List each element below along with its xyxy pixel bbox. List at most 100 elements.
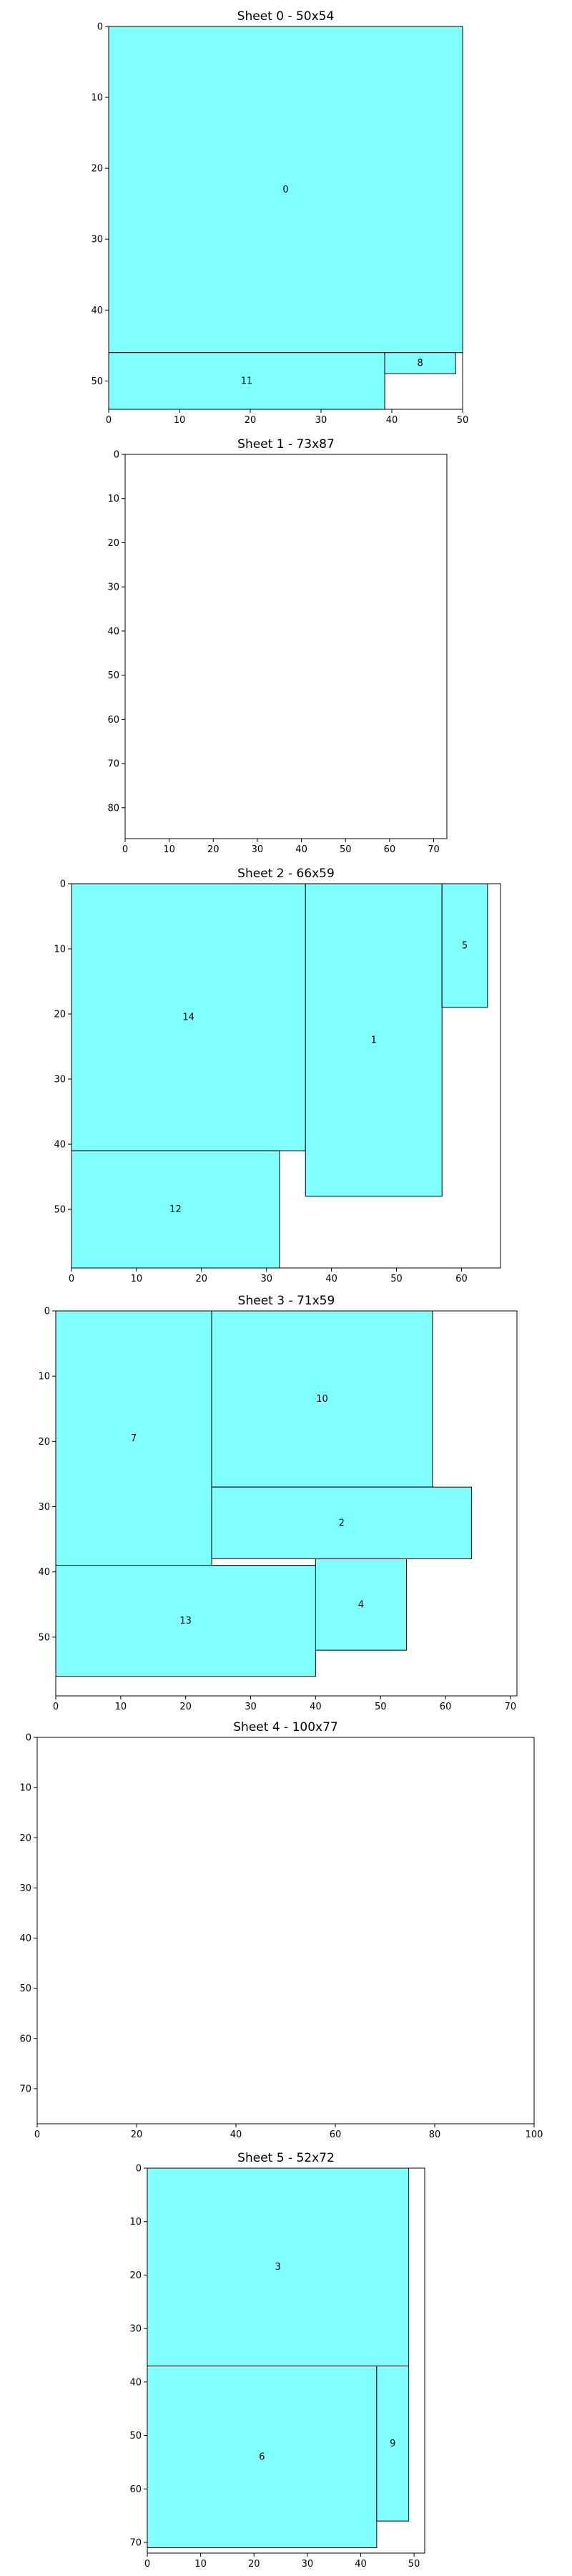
y-tick-label: 10 bbox=[19, 1783, 31, 1794]
y-tick-label: 0 bbox=[26, 1733, 31, 1744]
placed-rectangle bbox=[315, 1558, 408, 1651]
rectangle-label: 11 bbox=[241, 376, 253, 386]
rectangle-label: 14 bbox=[182, 1013, 194, 1023]
placed-rectangle bbox=[108, 26, 463, 353]
rectangle-label: 7 bbox=[131, 1433, 137, 1444]
x-tick-label: 20 bbox=[207, 844, 220, 855]
x-tick-label: 10 bbox=[115, 1702, 127, 1712]
rectangle-label: 13 bbox=[179, 1616, 192, 1626]
x-tick-label: 0 bbox=[144, 2559, 150, 2570]
plot-frame bbox=[124, 454, 448, 839]
sheet-title: Sheet 5 - 52x72 bbox=[237, 2151, 335, 2165]
placed-rectangle bbox=[441, 883, 488, 1008]
sheet-panel: Sheet 4 - 100x77 0 20 40 60 80 100 0 10 20 30 40 50 6… bbox=[19, 1720, 543, 2140]
sheet-panel: Sheet 3 - 71x59 7 10 2 4 13 0 10 20 30 40 50 60 70 0 10… bbox=[38, 1294, 518, 1712]
rectangle-label: 3 bbox=[275, 2262, 281, 2273]
y-tick-label: 60 bbox=[19, 2034, 31, 2044]
x-tick-label: 70 bbox=[505, 1702, 517, 1712]
y-tick-label: 0 bbox=[44, 1307, 50, 1317]
y-tick-label: 60 bbox=[107, 715, 119, 726]
x-tick-label: 20 bbox=[196, 1274, 208, 1284]
y-tick-label: 50 bbox=[19, 1984, 31, 1994]
sheet-title: Sheet 0 - 50x54 bbox=[237, 9, 335, 24]
plot-frame bbox=[36, 1737, 535, 2124]
sheet-panel: Sheet 5 - 52x72 3 6 9 0 10 20 30 40 50 0 10 20 30 40 50… bbox=[129, 2151, 425, 2570]
sheet-title: Sheet 4 - 100x77 bbox=[233, 1720, 337, 1735]
placed-rectangle bbox=[55, 1565, 316, 1677]
x-tick-label: 40 bbox=[230, 2129, 242, 2140]
y-tick-label: 40 bbox=[107, 626, 119, 637]
y-tick-label: 30 bbox=[38, 1502, 50, 1513]
y-tick-label: 10 bbox=[107, 494, 119, 504]
x-tick-label: 50 bbox=[340, 844, 352, 855]
y-tick-label: 30 bbox=[91, 235, 103, 245]
x-tick-label: 30 bbox=[245, 1702, 257, 1712]
sheet-panel: Sheet 2 - 66x59 14 1 5 12 0 10 20 30 40 50 60 0 10 20 3… bbox=[54, 867, 501, 1284]
y-tick-label: 40 bbox=[91, 306, 103, 316]
y-tick-label: 50 bbox=[91, 376, 103, 387]
x-tick-label: 100 bbox=[526, 2129, 543, 2140]
rectangle-label: 10 bbox=[316, 1394, 328, 1405]
placed-rectangle bbox=[55, 1310, 212, 1566]
rectangle-label: 8 bbox=[417, 358, 423, 369]
y-tick-label: 20 bbox=[107, 538, 119, 549]
x-tick-label: 70 bbox=[428, 844, 440, 855]
rectangle-label: 0 bbox=[282, 185, 288, 195]
sheet-title: Sheet 2 - 66x59 bbox=[237, 867, 335, 881]
y-tick-label: 30 bbox=[54, 1075, 66, 1085]
x-tick-label: 20 bbox=[248, 2559, 260, 2570]
y-tick-label: 20 bbox=[54, 1010, 66, 1020]
sheet-panel: Sheet 0 - 50x54 0 11 8 0 10 20 30 40 50 0 10 20 30 40 5… bbox=[91, 9, 468, 426]
rectangle-label: 2 bbox=[339, 1518, 345, 1528]
x-tick-label: 40 bbox=[310, 1702, 322, 1712]
y-tick-label: 20 bbox=[38, 1437, 50, 1448]
x-tick-label: 60 bbox=[384, 844, 396, 855]
x-tick-label: 20 bbox=[179, 1702, 192, 1712]
x-tick-label: 30 bbox=[252, 844, 264, 855]
x-tick-label: 40 bbox=[355, 2559, 367, 2570]
y-tick-label: 50 bbox=[129, 2431, 142, 2441]
rectangle-label: 6 bbox=[259, 2452, 265, 2463]
x-tick-label: 60 bbox=[330, 2129, 342, 2140]
x-tick-label: 10 bbox=[163, 844, 175, 855]
sheet-title: Sheet 3 - 71x59 bbox=[238, 1294, 335, 1308]
x-tick-label: 60 bbox=[440, 1702, 452, 1712]
x-tick-label: 0 bbox=[122, 844, 128, 855]
placed-rectangle bbox=[211, 1486, 472, 1560]
placed-rectangle bbox=[376, 2365, 410, 2522]
placed-rectangle bbox=[108, 352, 385, 410]
x-tick-label: 30 bbox=[315, 415, 327, 426]
x-tick-label: 50 bbox=[457, 415, 469, 426]
y-tick-label: 20 bbox=[91, 164, 103, 175]
x-tick-label: 10 bbox=[174, 415, 186, 426]
placed-rectangle bbox=[71, 1150, 280, 1269]
x-tick-label: 10 bbox=[194, 2559, 207, 2570]
y-tick-label: 30 bbox=[129, 2324, 142, 2335]
y-tick-label: 0 bbox=[60, 879, 66, 890]
x-tick-label: 50 bbox=[375, 1702, 387, 1712]
y-tick-label: 50 bbox=[54, 1205, 66, 1216]
y-tick-label: 40 bbox=[54, 1140, 66, 1151]
x-tick-label: 30 bbox=[260, 1274, 272, 1284]
y-tick-label: 10 bbox=[129, 2217, 142, 2228]
y-tick-label: 80 bbox=[107, 803, 119, 814]
y-tick-label: 70 bbox=[129, 2538, 142, 2549]
x-tick-label: 30 bbox=[302, 2559, 314, 2570]
rectangle-label: 12 bbox=[169, 1204, 182, 1215]
x-tick-label: 0 bbox=[106, 415, 112, 426]
y-tick-label: 0 bbox=[114, 450, 119, 461]
placed-rectangle bbox=[71, 883, 306, 1151]
y-tick-label: 70 bbox=[19, 2084, 31, 2094]
y-tick-label: 20 bbox=[19, 1833, 31, 1844]
x-tick-label: 60 bbox=[455, 1274, 468, 1284]
y-tick-label: 60 bbox=[129, 2484, 142, 2495]
y-tick-label: 20 bbox=[129, 2270, 142, 2281]
x-tick-label: 50 bbox=[390, 1274, 403, 1284]
x-tick-label: 0 bbox=[34, 2129, 40, 2140]
rectangle-label: 5 bbox=[462, 940, 468, 951]
x-tick-label: 40 bbox=[295, 844, 307, 855]
y-tick-label: 40 bbox=[129, 2377, 142, 2388]
sheet-panel: Sheet 1 - 73x87 0 10 20 30 40 50 60 70 0 10 20 30 40 5… bbox=[107, 437, 448, 855]
x-tick-label: 20 bbox=[245, 415, 257, 426]
y-tick-label: 40 bbox=[19, 1933, 31, 1944]
